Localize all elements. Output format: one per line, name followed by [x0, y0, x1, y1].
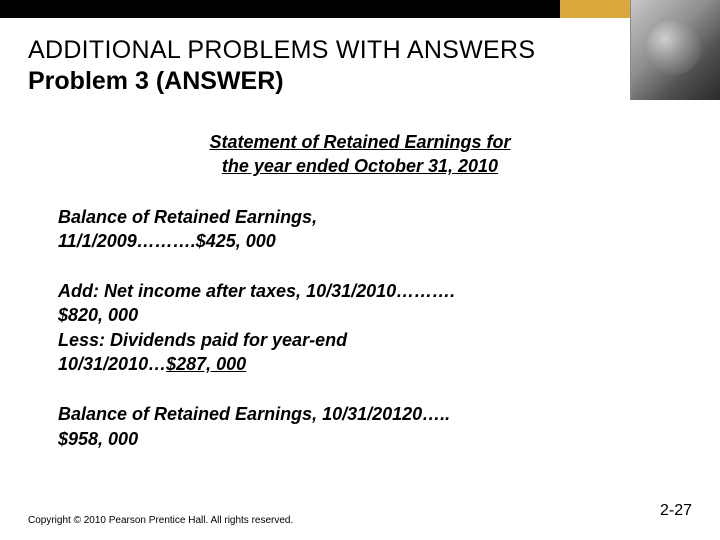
- less-line2b: $287, 000: [166, 354, 246, 374]
- title-line1: ADDITIONAL PROBLEMS WITH ANSWERS: [28, 36, 692, 65]
- opening-balance-line1: Balance of Retained Earnings,: [58, 207, 317, 227]
- add-line2: $820, 000: [58, 305, 138, 325]
- block-add-less: Add: Net income after taxes, 10/31/2010……: [28, 279, 692, 376]
- statement-header: Statement of Retained Earnings for the y…: [28, 130, 692, 179]
- copyright-text: Copyright © 2010 Pearson Prentice Hall. …: [28, 515, 293, 526]
- statement-header-line1: Statement of Retained Earnings for: [209, 132, 510, 152]
- less-line1: Less: Dividends paid for year-end: [58, 330, 347, 350]
- block-opening-balance: Balance of Retained Earnings, 11/1/2009……: [28, 205, 692, 254]
- ending-balance-line2: $958, 000: [58, 429, 138, 449]
- slide-content: ADDITIONAL PROBLEMS WITH ANSWERS Problem…: [0, 18, 720, 451]
- gold-accent: [560, 0, 630, 18]
- page-number: 2-27: [660, 502, 692, 520]
- block-ending-balance: Balance of Retained Earnings, 10/31/2012…: [28, 402, 692, 451]
- less-line2a: 10/31/2010…: [58, 354, 166, 374]
- corner-image-sphere: [646, 20, 701, 75]
- title-line2: Problem 3 (ANSWER): [28, 67, 692, 96]
- statement-header-line2: the year ended October 31, 2010: [222, 156, 498, 176]
- corner-image: [630, 0, 720, 100]
- ending-balance-line1: Balance of Retained Earnings, 10/31/2012…: [58, 404, 450, 424]
- add-line1: Add: Net income after taxes, 10/31/2010……: [58, 281, 455, 301]
- opening-balance-line2: 11/1/2009……….$425, 000: [58, 231, 276, 251]
